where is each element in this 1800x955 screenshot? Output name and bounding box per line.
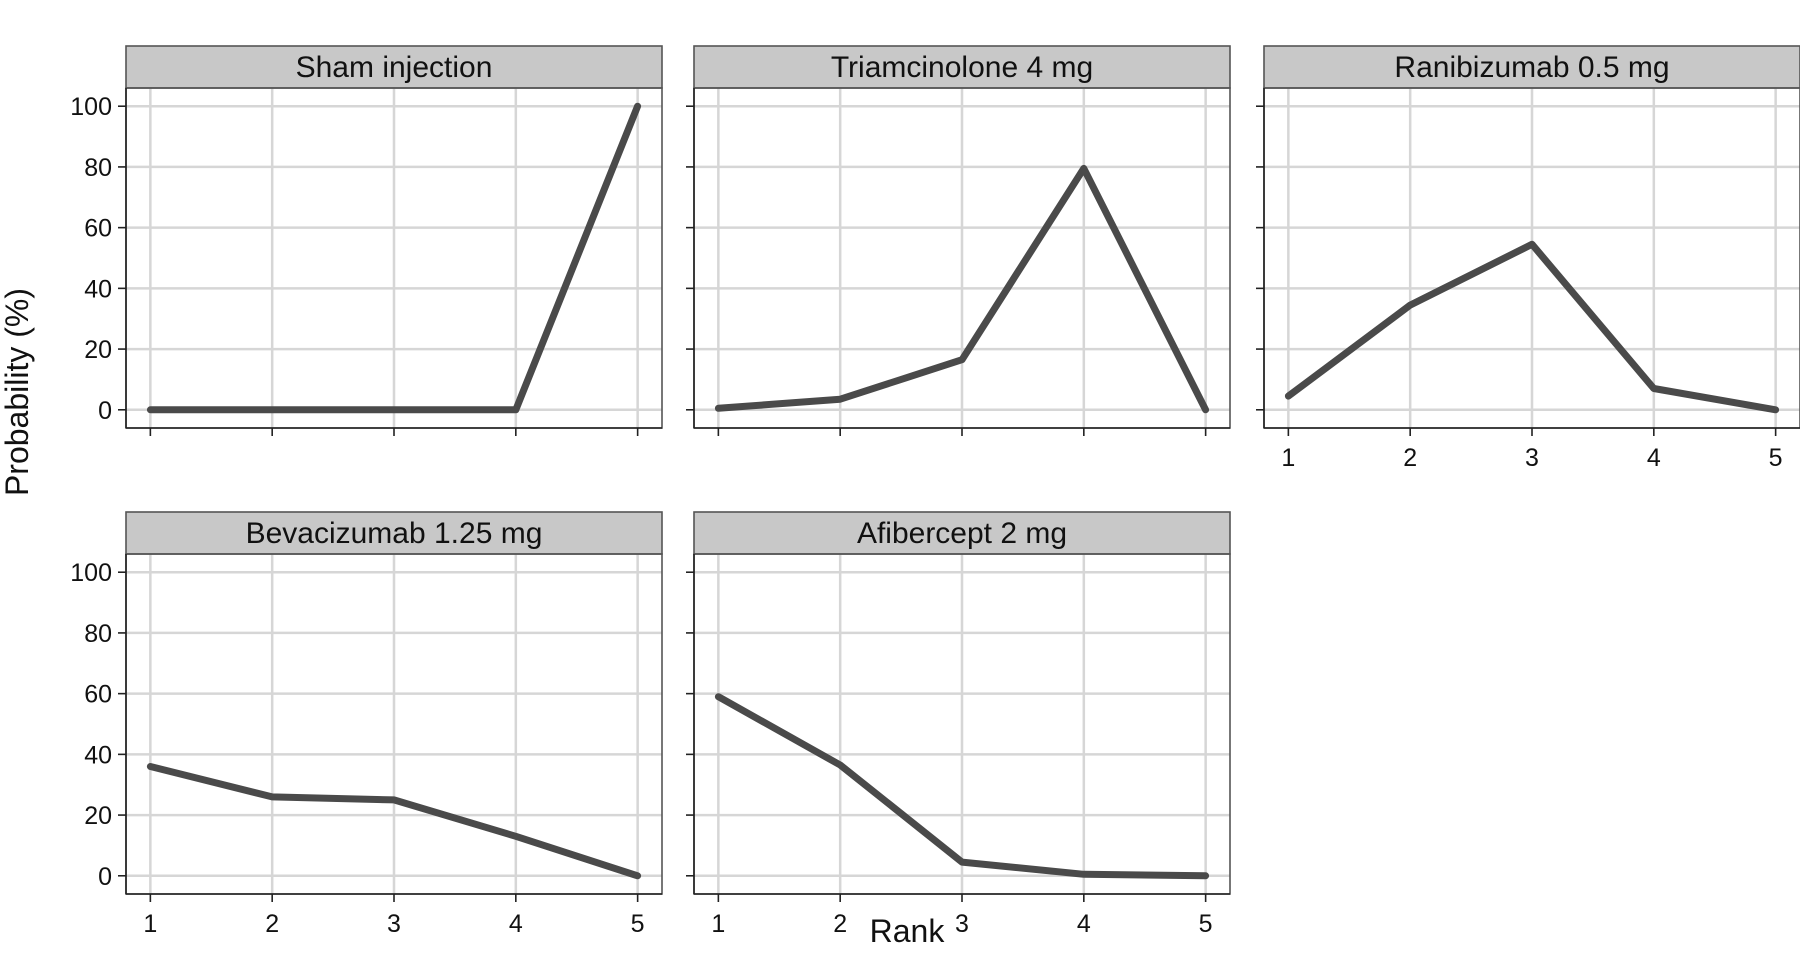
y-tick-label: 20 bbox=[84, 802, 112, 830]
panel-strip bbox=[693, 511, 1231, 555]
series-line bbox=[714, 693, 1210, 880]
panel-title: Ranibizumab 0.5 mg bbox=[1394, 51, 1669, 84]
x-tick-label: 3 bbox=[387, 910, 401, 938]
x-tick-label: 5 bbox=[1769, 444, 1783, 472]
x-tick-label: 3 bbox=[955, 910, 969, 938]
y-tick-label: 0 bbox=[98, 397, 112, 425]
x-tick-label: 5 bbox=[1199, 910, 1213, 938]
y-tick-label: 100 bbox=[70, 559, 112, 587]
panel-2: Triamcinolone 4 mg bbox=[686, 45, 1231, 436]
y-tick-label: 60 bbox=[84, 681, 112, 709]
x-tick-label: 2 bbox=[265, 910, 279, 938]
x-tick-label: 4 bbox=[1077, 910, 1091, 938]
panel-title: Afibercept 2 mg bbox=[857, 517, 1067, 550]
panel-title: Bevacizumab 1.25 mg bbox=[246, 517, 543, 550]
series-line bbox=[146, 102, 642, 414]
x-tick-label: 2 bbox=[833, 910, 847, 938]
x-tick-label: 2 bbox=[1403, 444, 1417, 472]
x-axis-title: Rank bbox=[870, 913, 946, 949]
x-tick-label: 1 bbox=[711, 910, 725, 938]
x-tick-label: 4 bbox=[1647, 444, 1661, 472]
series-line bbox=[714, 164, 1210, 414]
panel-strip bbox=[693, 45, 1231, 89]
panel-5: Afibercept 2 mg 1 2 3 4 5 bbox=[686, 511, 1231, 938]
series-line bbox=[1284, 240, 1780, 414]
panel-strip bbox=[125, 45, 663, 89]
panels-group: Sham injection020406080100Triamcinolone … bbox=[70, 45, 1800, 938]
y-tick-label: 0 bbox=[98, 863, 112, 891]
y-tick-label: 100 bbox=[70, 93, 112, 121]
panel-4: Bevacizumab 1.25 mg 1 2 3 4 5 0 20 40 60 80 100 bbox=[70, 511, 663, 938]
y-tick-label: 40 bbox=[84, 741, 112, 769]
y-axis-title: Probability (%) bbox=[0, 288, 35, 496]
y-tick-label: 40 bbox=[84, 275, 112, 303]
x-tick-label: 5 bbox=[631, 910, 645, 938]
panel-strip bbox=[125, 511, 663, 555]
y-tick-label: 60 bbox=[84, 215, 112, 243]
panel-title: Sham injection bbox=[296, 51, 493, 84]
panel-strip bbox=[1263, 45, 1800, 89]
panel-1: Sham injection 0 20 40 60 80 100 bbox=[70, 45, 663, 436]
series-line bbox=[146, 763, 642, 880]
x-tick-label: 4 bbox=[509, 910, 523, 938]
y-tick-label: 20 bbox=[84, 336, 112, 364]
x-tick-label: 1 bbox=[143, 910, 157, 938]
panel-title: Triamcinolone 4 mg bbox=[831, 51, 1093, 84]
panel-3: Ranibizumab 0.5 mg 1 2 3 4 5 bbox=[1256, 45, 1800, 472]
x-tick-label: 3 bbox=[1525, 444, 1539, 472]
y-tick-label: 80 bbox=[84, 154, 112, 182]
x-tick-label: 1 bbox=[1281, 444, 1295, 472]
y-tick-label: 80 bbox=[84, 620, 112, 648]
